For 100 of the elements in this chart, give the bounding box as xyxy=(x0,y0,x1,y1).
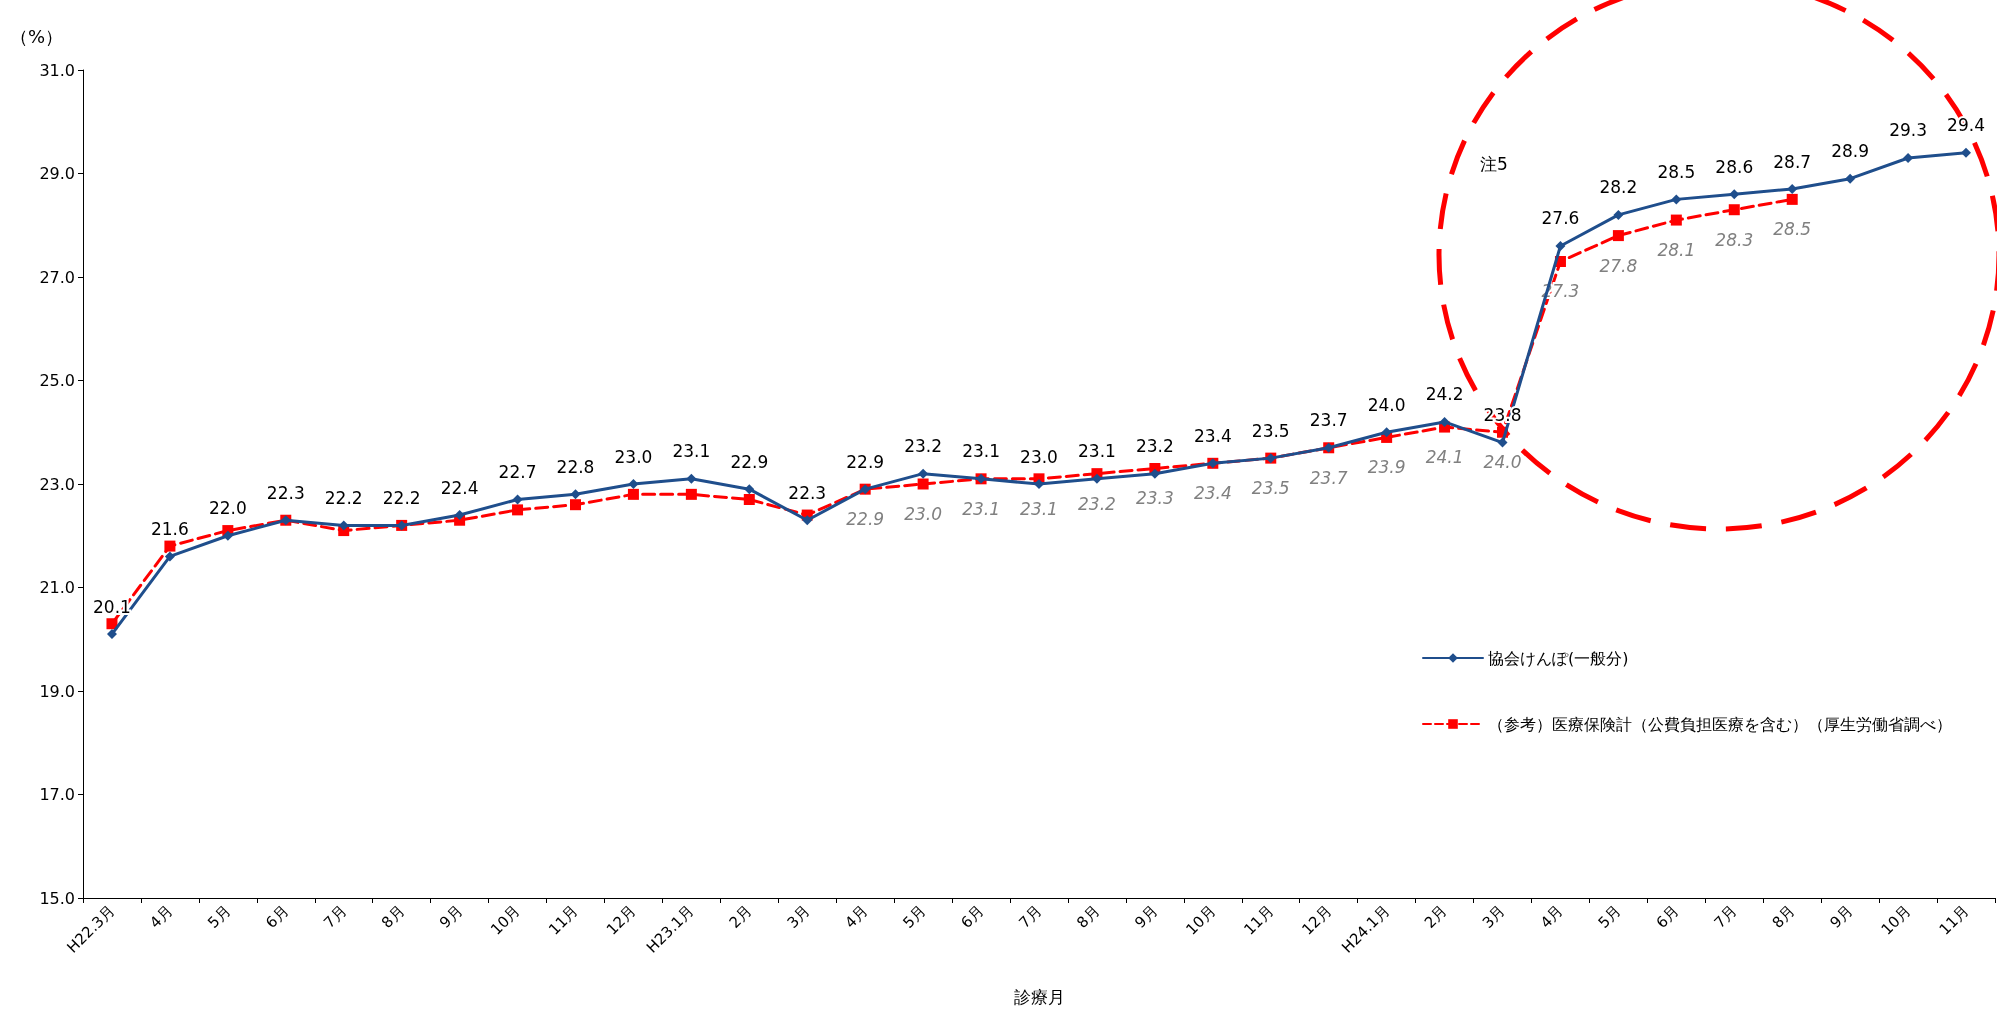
data-label: 28.5 xyxy=(1773,219,1812,240)
point xyxy=(338,520,349,531)
y-tick-label: 25.0 xyxy=(39,371,75,390)
data-label: 23.2 xyxy=(1078,493,1116,514)
x-tick-label: 7月 xyxy=(1015,901,1046,932)
data-label: 22.8 xyxy=(556,456,595,477)
x-tick-label: 7月 xyxy=(320,901,351,932)
x-tick-label: 5月 xyxy=(204,901,235,932)
x-axis-title: 診療月 xyxy=(1013,986,1065,1007)
data-label: 24.1 xyxy=(1425,447,1464,468)
point xyxy=(1613,209,1624,220)
data-label: 23.5 xyxy=(1251,420,1290,441)
annotation: 注5 xyxy=(1480,153,1508,174)
data-label: 28.9 xyxy=(1831,141,1870,162)
point xyxy=(454,510,465,521)
point xyxy=(1555,240,1566,251)
y-tick-label: 29.0 xyxy=(39,164,75,183)
point xyxy=(918,468,929,479)
point xyxy=(1728,204,1740,216)
data-label: 23.7 xyxy=(1309,467,1348,488)
point xyxy=(570,489,581,500)
data-label: 28.2 xyxy=(1599,177,1638,198)
legend-label: （参考）医療保険計（公費負担医療を含む）（厚生労働省調べ） xyxy=(1488,714,1952,734)
data-label: 24.0 xyxy=(1367,394,1406,415)
point xyxy=(1787,184,1798,195)
x-tick-label: 6月 xyxy=(262,901,293,932)
point xyxy=(512,494,523,505)
data-label: 28.3 xyxy=(1715,229,1754,250)
data-label: 28.5 xyxy=(1657,161,1696,182)
x-tick-label: 4月 xyxy=(146,901,177,932)
data-label: 21.6 xyxy=(150,518,189,539)
x-tick-label: 10月 xyxy=(1877,901,1915,939)
x-tick-label: 6月 xyxy=(1652,901,1683,932)
data-label: 23.4 xyxy=(1193,425,1232,446)
point xyxy=(569,499,581,511)
x-tick-label: 5月 xyxy=(1594,901,1625,932)
data-label: 22.3 xyxy=(788,482,827,503)
point xyxy=(164,551,175,562)
point xyxy=(802,515,813,526)
point xyxy=(1961,147,1972,158)
data-label: 22.2 xyxy=(324,487,363,508)
x-tick-label: 9月 xyxy=(1826,901,1857,932)
point xyxy=(1034,479,1044,489)
point xyxy=(1497,437,1508,448)
data-label: 27.6 xyxy=(1541,208,1580,229)
data-label: 23.3 xyxy=(1135,488,1174,509)
x-tick-label: 9月 xyxy=(435,901,466,932)
x-tick-label: 2月 xyxy=(1420,901,1451,932)
point xyxy=(628,479,639,489)
y-axis-title: （%） xyxy=(9,25,63,47)
data-label: 23.2 xyxy=(1135,436,1174,457)
data-label: 22.0 xyxy=(208,498,247,519)
y-tick-label: 27.0 xyxy=(39,267,75,287)
point xyxy=(1845,173,1856,184)
point xyxy=(1381,427,1392,438)
x-tick-label: 12月 xyxy=(602,901,640,939)
x-tick-label: 7月 xyxy=(1710,901,1741,932)
point xyxy=(222,530,233,541)
point xyxy=(917,478,929,490)
data-label: 23.1 xyxy=(962,498,1000,519)
point xyxy=(164,540,176,552)
legend-label: 協会けんぽ(一般分) xyxy=(1488,648,1629,668)
data-label: 22.7 xyxy=(498,462,537,483)
data-label: 28.6 xyxy=(1715,156,1754,177)
x-tick-label: 11月 xyxy=(545,901,582,939)
point xyxy=(1786,193,1798,205)
x-tick-label: 5月 xyxy=(899,901,930,932)
data-label: 24.0 xyxy=(1483,452,1522,473)
data-label: 23.1 xyxy=(672,441,711,462)
data-label: 29.3 xyxy=(1889,120,1928,141)
y-tick-label: 21.0 xyxy=(39,578,75,597)
x-tick-label: 8月 xyxy=(377,901,409,932)
point xyxy=(512,504,524,516)
data-label: 22.3 xyxy=(266,482,305,503)
data-label: 23.0 xyxy=(614,446,653,467)
x-tick-label: 10月 xyxy=(1182,901,1220,939)
x-tick-label: 12月 xyxy=(1298,901,1336,939)
y-tick-label: 15.0 xyxy=(39,888,75,908)
x-tick-label: 10月 xyxy=(487,901,524,939)
data-label: 23.4 xyxy=(1193,483,1232,504)
point xyxy=(1670,214,1682,226)
y-tick-label: 23.0 xyxy=(39,474,75,494)
point xyxy=(685,488,697,500)
data-label: 29.4 xyxy=(1947,115,1985,136)
x-tick-label: 2月 xyxy=(725,901,756,932)
point xyxy=(686,473,697,484)
point xyxy=(627,488,639,500)
x-tick-label: 8月 xyxy=(1768,901,1799,932)
point xyxy=(106,618,118,630)
data-label: 28.7 xyxy=(1773,151,1812,172)
data-label: 24.2 xyxy=(1425,384,1464,405)
x-tick-label: 3月 xyxy=(1478,901,1509,932)
x-tick-label: 3月 xyxy=(783,901,814,932)
y-tick-label: 19.0 xyxy=(39,681,75,701)
point xyxy=(106,629,117,640)
x-tick-label: 11月 xyxy=(1240,901,1278,939)
point xyxy=(1612,230,1624,242)
point xyxy=(1729,189,1740,200)
x-tick-label: 4月 xyxy=(1536,901,1567,932)
point xyxy=(1439,416,1450,427)
